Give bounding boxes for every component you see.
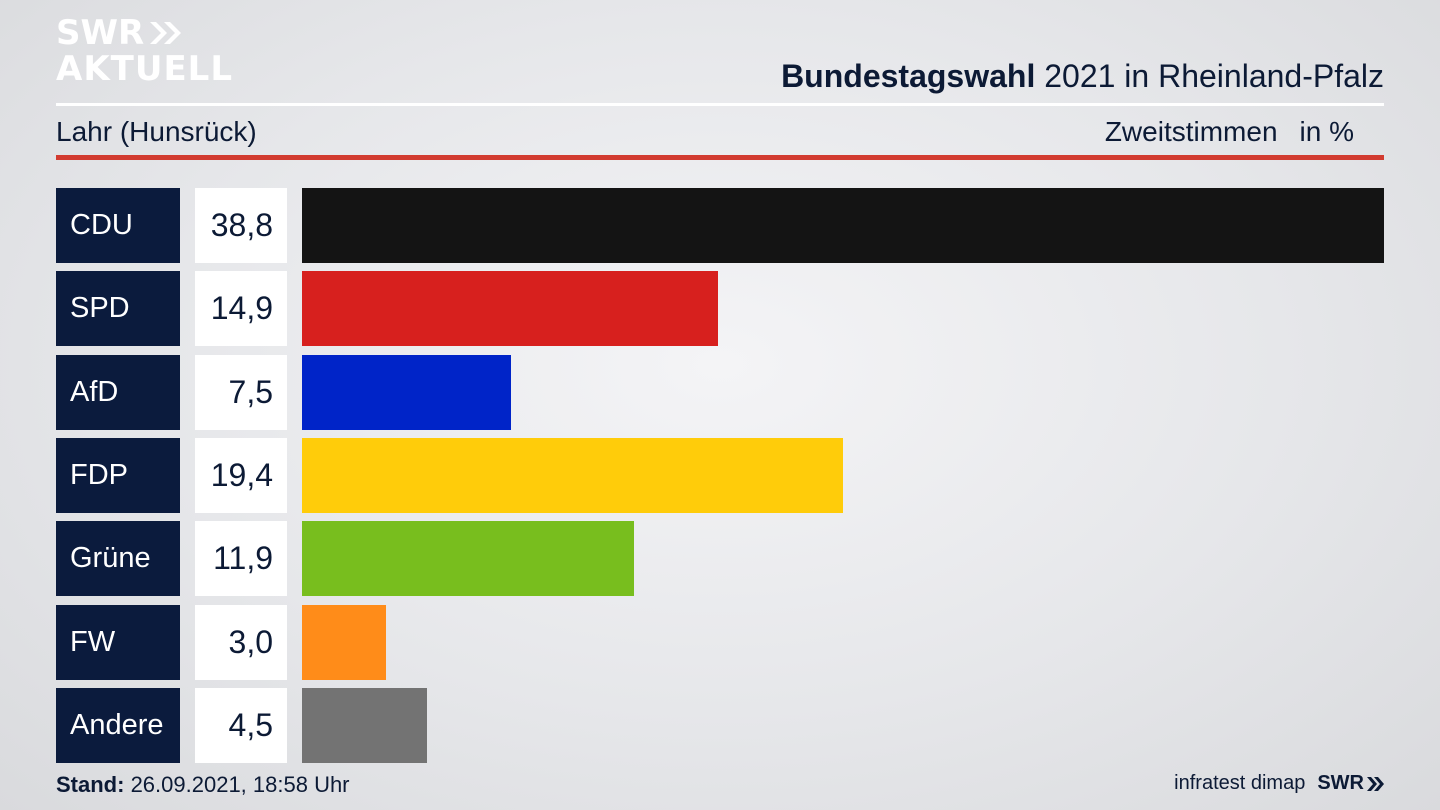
value-label: 38,8 bbox=[195, 188, 287, 263]
party-label: AfD bbox=[56, 354, 180, 430]
bar-row: CDU 38,8 bbox=[0, 188, 1440, 263]
party-label: CDU bbox=[56, 188, 180, 263]
bar-row: FW 3,0 bbox=[0, 604, 1440, 680]
stand-value: 26.09.2021, 18:58 Uhr bbox=[124, 772, 350, 797]
footer-brand: SWR bbox=[1317, 772, 1384, 795]
bar bbox=[302, 271, 718, 347]
bar-row: FDP 19,4 bbox=[0, 437, 1440, 513]
bar bbox=[302, 437, 843, 513]
bar bbox=[302, 687, 427, 763]
value-label: 7,5 bbox=[195, 354, 287, 430]
party-label: FDP bbox=[56, 437, 180, 513]
bar-row: Grüne 11,9 bbox=[0, 521, 1440, 597]
measure-label: Zweitstimmen in % bbox=[1105, 116, 1354, 148]
page-title: Bundestagswahl 2021 in Rheinland-Pfalz bbox=[781, 58, 1384, 95]
footer-chevrons-icon bbox=[1367, 776, 1384, 791]
bar bbox=[302, 354, 511, 430]
footer-brand-text: SWR bbox=[1317, 772, 1364, 794]
value-label: 11,9 bbox=[195, 521, 287, 597]
bar-row: AfD 7,5 bbox=[0, 354, 1440, 430]
bar-row: Andere 4,5 bbox=[0, 687, 1440, 763]
party-label: FW bbox=[56, 604, 180, 680]
bar bbox=[302, 521, 634, 597]
value-label: 4,5 bbox=[195, 687, 287, 763]
stand-label: Stand: bbox=[56, 772, 125, 797]
chevrons-icon bbox=[150, 22, 182, 44]
title-bold: Bundestagswahl bbox=[781, 58, 1036, 94]
party-label: Andere bbox=[56, 687, 180, 763]
value-label: 19,4 bbox=[195, 437, 287, 513]
party-label: Grüne bbox=[56, 521, 180, 597]
source-label: infratest dimap bbox=[1174, 772, 1306, 794]
swr-aktuell-logo: SWR AKTUELL bbox=[56, 16, 233, 86]
party-label: SPD bbox=[56, 271, 180, 347]
logo-line1: SWR bbox=[56, 13, 145, 53]
timestamp: Stand: 26.09.2021, 18:58 Uhr bbox=[56, 772, 350, 798]
header-divider bbox=[56, 103, 1384, 106]
accent-divider bbox=[56, 155, 1384, 160]
title-rest: 2021 in Rheinland-Pfalz bbox=[1035, 58, 1384, 94]
unit-label: in % bbox=[1299, 116, 1354, 147]
region-label: Lahr (Hunsrück) bbox=[56, 116, 257, 147]
bar bbox=[302, 604, 386, 680]
value-label: 14,9 bbox=[195, 271, 287, 347]
value-label: 3,0 bbox=[195, 604, 287, 680]
footer-source: infratest dimap SWR bbox=[1174, 772, 1384, 795]
bar bbox=[302, 188, 1384, 263]
measure-name: Zweitstimmen bbox=[1104, 116, 1278, 147]
logo-line2: AKTUELL bbox=[56, 49, 234, 89]
bar-row: SPD 14,9 bbox=[0, 271, 1440, 347]
